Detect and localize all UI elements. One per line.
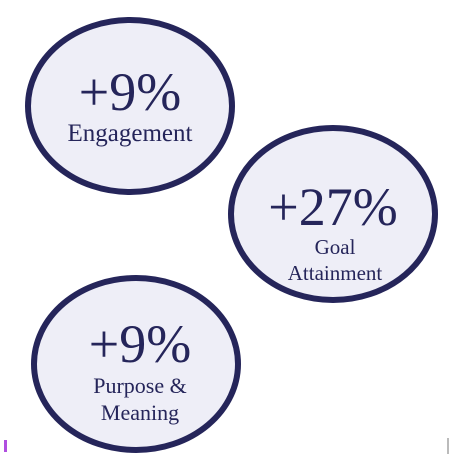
label: Meaning bbox=[101, 400, 179, 425]
label: Purpose & bbox=[93, 373, 187, 398]
figure: +9% bbox=[89, 314, 191, 374]
label: Goal bbox=[315, 235, 356, 259]
bubble bbox=[31, 275, 241, 453]
label: Attainment bbox=[288, 261, 383, 285]
edge-mark bbox=[4, 440, 7, 452]
edge-mark bbox=[447, 438, 449, 454]
bubble bbox=[228, 125, 438, 303]
label: Engagement bbox=[68, 120, 193, 147]
figure: +27% bbox=[268, 177, 397, 237]
figure: +9% bbox=[79, 62, 181, 122]
bubble bbox=[25, 17, 235, 195]
